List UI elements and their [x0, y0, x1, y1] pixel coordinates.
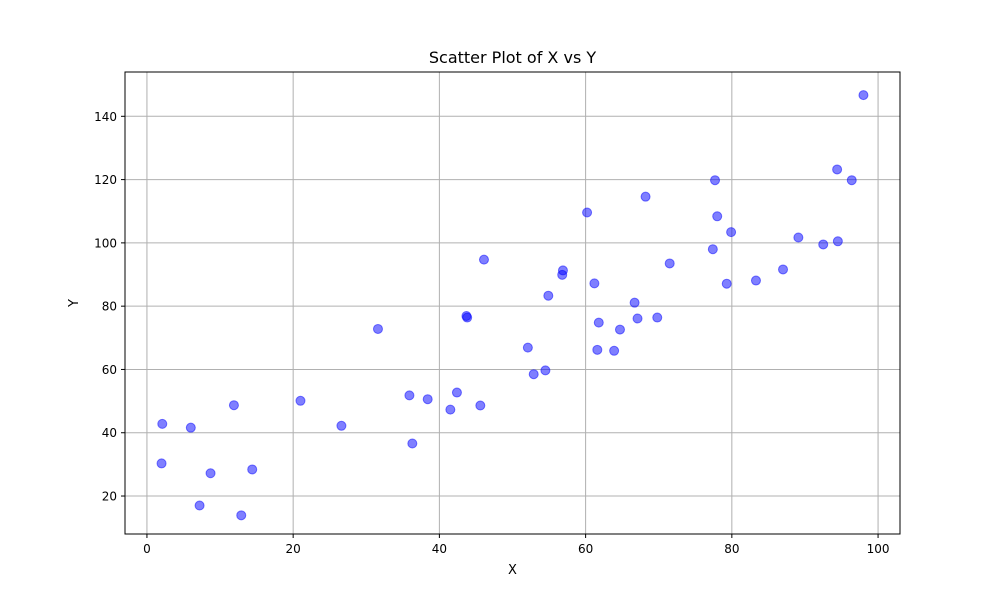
data-point [557, 265, 568, 276]
data-point [589, 278, 600, 289]
data-point [407, 438, 418, 449]
data-point [593, 317, 604, 328]
data-point [205, 468, 216, 479]
data-point [609, 345, 620, 356]
x-axis-ticks: 0 20 40 60 80 100 [143, 534, 890, 556]
data-point [451, 387, 462, 398]
data-point [236, 510, 247, 521]
x-tick-label: 60 [578, 542, 593, 556]
data-point [582, 207, 593, 218]
x-tick-label: 0 [143, 542, 151, 556]
data-point [726, 227, 737, 238]
y-tick-label: 60 [102, 363, 117, 377]
data-point [858, 90, 869, 101]
data-point [832, 164, 843, 175]
y-tick-label: 120 [94, 173, 117, 187]
data-point [721, 278, 732, 289]
data-point [445, 404, 456, 415]
data-point [640, 191, 651, 202]
y-tick-label: 100 [94, 236, 117, 250]
data-point [793, 232, 804, 243]
chart-title: Scatter Plot of X vs Y [429, 48, 597, 67]
data-point [247, 464, 258, 475]
data-point [846, 175, 857, 186]
data-point [632, 313, 643, 324]
data-point [422, 394, 433, 405]
data-point [462, 312, 473, 323]
y-tick-label: 20 [102, 490, 117, 504]
data-point [710, 175, 721, 186]
x-tick-label: 80 [724, 542, 739, 556]
data-point [404, 390, 415, 401]
y-tick-label: 80 [102, 300, 117, 314]
data-point [750, 275, 761, 286]
data-point [540, 365, 551, 376]
y-tick-label: 140 [94, 110, 117, 124]
x-tick-label: 100 [867, 542, 890, 556]
data-point [522, 342, 533, 353]
data-point [372, 323, 383, 334]
data-point [228, 400, 239, 411]
data-point [336, 420, 347, 431]
data-point [707, 244, 718, 255]
data-point [629, 297, 640, 308]
x-axis-label: X [508, 563, 517, 578]
data-point [295, 395, 306, 406]
x-tick-label: 40 [432, 542, 447, 556]
data-point [528, 369, 539, 380]
data-point [832, 236, 843, 247]
data-point [543, 290, 554, 301]
data-point [194, 500, 205, 511]
plot-area-frame [124, 71, 901, 535]
data-point [592, 344, 603, 355]
data-point [475, 400, 486, 411]
data-point [818, 239, 829, 250]
data-point [157, 418, 168, 429]
grid-lines [125, 72, 900, 534]
data-points [156, 90, 869, 521]
x-tick-label: 20 [286, 542, 301, 556]
data-point [778, 264, 789, 275]
y-tick-label: 40 [102, 426, 117, 440]
y-axis-ticks: 20 40 60 80 100 120 140 [94, 110, 125, 504]
data-point [614, 324, 625, 335]
data-point [712, 211, 723, 222]
y-axis-label: Y [67, 299, 82, 308]
data-point [156, 458, 167, 469]
data-point [664, 258, 675, 269]
data-point [478, 254, 489, 265]
data-point [652, 312, 663, 323]
data-point [185, 422, 196, 433]
